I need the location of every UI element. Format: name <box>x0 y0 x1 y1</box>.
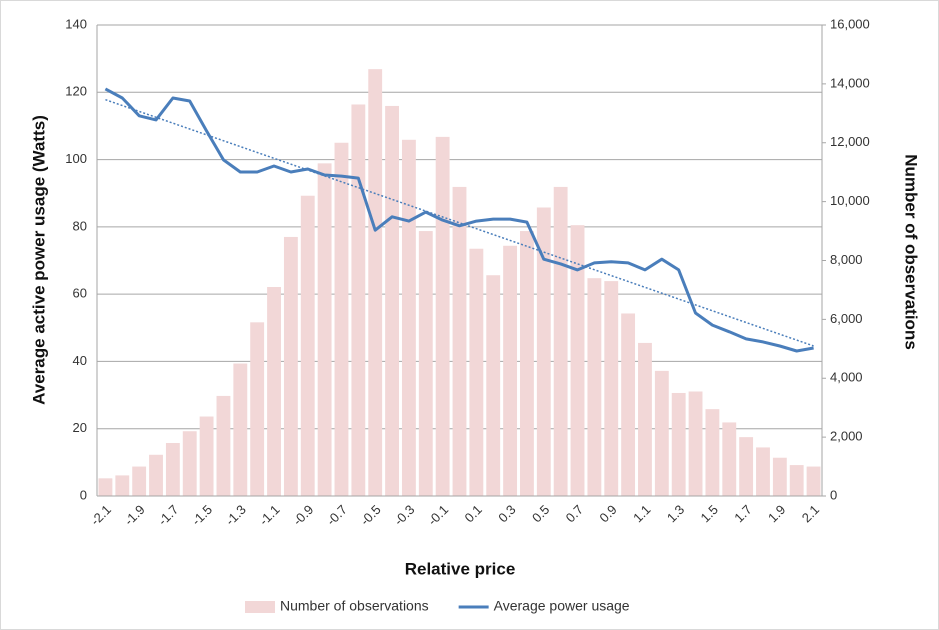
bar <box>654 370 669 496</box>
bar <box>722 422 737 496</box>
bar <box>435 136 450 497</box>
bar <box>216 395 231 496</box>
bar <box>267 286 281 496</box>
bar <box>789 465 804 496</box>
bar <box>806 466 821 496</box>
y2-tick-label: 14,000 <box>830 75 870 90</box>
bar <box>638 342 652 496</box>
bar <box>671 392 686 496</box>
bar <box>469 248 484 496</box>
y-axis-title: Average active power usage (Watts) <box>29 115 48 405</box>
bar <box>385 105 399 496</box>
bar <box>368 69 383 496</box>
y-tick-label: 100 <box>65 151 87 166</box>
bar <box>739 437 754 496</box>
bar <box>756 447 770 496</box>
y2-tick-label: 2,000 <box>830 429 863 444</box>
y2-tick-label: 8,000 <box>830 252 863 267</box>
bar <box>182 431 197 496</box>
legend-label: Average power usage <box>494 598 630 614</box>
y2-tick-label: 4,000 <box>830 370 863 385</box>
line <box>104 87 814 353</box>
bar <box>503 245 518 496</box>
bar <box>401 139 416 496</box>
bar <box>98 478 113 496</box>
y-tick-label: 60 <box>73 286 87 301</box>
bar <box>452 186 467 496</box>
bar <box>149 454 163 496</box>
bar <box>165 443 180 496</box>
bar <box>553 186 568 496</box>
bar <box>621 313 636 496</box>
y-tick-label: 120 <box>65 84 87 99</box>
bar <box>115 475 130 496</box>
y2-tick-label: 16,000 <box>830 16 870 31</box>
bar <box>233 363 248 496</box>
y2-tick-label: 0 <box>830 487 837 502</box>
trendline <box>105 98 814 347</box>
bar <box>132 466 147 496</box>
bar <box>570 225 585 497</box>
y-tick-label: 40 <box>73 353 87 368</box>
y-tick-label: 80 <box>73 218 87 233</box>
y2-tick-label: 12,000 <box>830 134 870 149</box>
legend-swatch <box>245 601 275 613</box>
bar <box>688 391 703 496</box>
bar <box>587 278 602 496</box>
y2-tick-label: 6,000 <box>830 311 863 326</box>
bar <box>199 416 214 496</box>
bar <box>604 281 619 496</box>
y2-axis-title: Number of observations <box>902 154 921 350</box>
bar <box>772 457 787 496</box>
bar <box>300 195 315 497</box>
y2-tick-label: 10,000 <box>830 193 870 208</box>
bar <box>705 409 720 496</box>
y-tick-label: 0 <box>80 487 87 502</box>
bar <box>351 104 366 496</box>
bar <box>283 236 298 496</box>
x-axis-title: Relative price <box>405 559 516 578</box>
bar <box>250 322 265 496</box>
bar <box>486 275 501 496</box>
bar <box>520 231 534 496</box>
bar <box>317 163 332 496</box>
bar <box>334 142 349 496</box>
y-tick-label: 140 <box>65 16 87 31</box>
bar <box>418 231 433 496</box>
legend-label: Number of observations <box>280 598 429 614</box>
bar <box>536 207 551 496</box>
y-tick-label: 20 <box>73 420 87 435</box>
